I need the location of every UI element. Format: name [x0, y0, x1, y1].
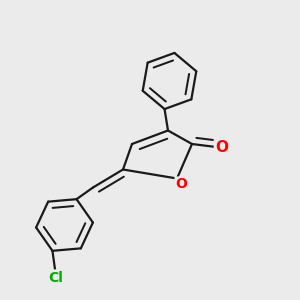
Text: O: O [176, 178, 188, 191]
Text: Cl: Cl [48, 271, 63, 284]
Text: O: O [215, 140, 228, 154]
